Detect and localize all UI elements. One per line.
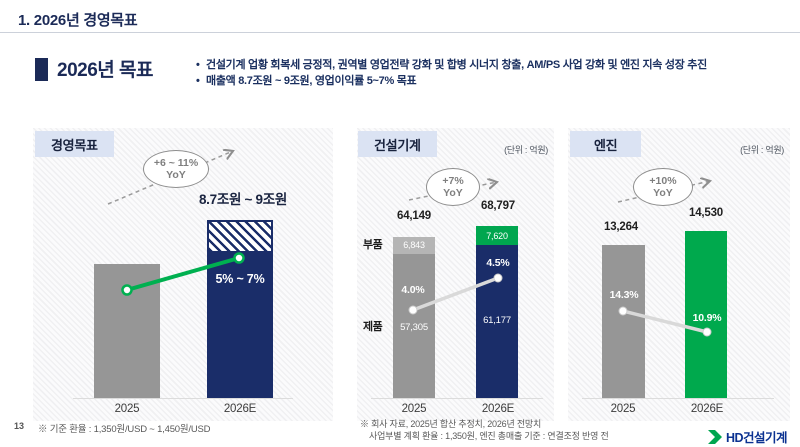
yoy-value: +6 ~ 11% <box>153 157 199 169</box>
x-label-2025: 2025 <box>401 403 427 415</box>
products-2026-value: 61,177 <box>483 315 511 326</box>
page-title: 1. 2026년 경영목표 <box>18 12 138 29</box>
company-logo: HD건설기계 <box>708 427 788 446</box>
products-row-label: 제품 <box>363 321 383 333</box>
x-axis <box>371 398 543 399</box>
panel-ce-chip: 건설기계 <box>358 131 437 157</box>
panel-goal-chip: 경영목표 <box>35 131 114 157</box>
logo-text: HD건설기계 <box>726 431 788 445</box>
bar-2026-products <box>476 245 518 398</box>
bar-2025-engine <box>602 245 645 398</box>
panel-engine-chip: 엔진 <box>570 131 642 157</box>
unit-label: (단위 : 억원) <box>740 145 784 155</box>
unit-label: (단위 : 억원) <box>504 145 548 155</box>
key-point: 건설기계 업황 회복세 긍정적, 권역별 영업전략 강화 및 합병 시너지 창출… <box>196 57 707 73</box>
revenue-target-label: 8.7조원 ~ 9조원 <box>198 192 288 207</box>
bar-2026-revenue-upper-range <box>207 220 273 253</box>
margin-2026-label: 4.5% <box>486 257 510 269</box>
panel-business-goal: 경영목표 +6 ~ 11% YoY 8.7조원 ~ 9조원 5% ~ 7% 20… <box>33 128 333 421</box>
total-2026-label: 68,797 <box>481 200 515 212</box>
parts-2026-value: 7,620 <box>486 231 508 241</box>
total-2025-label: 13,264 <box>604 221 638 233</box>
logo-chevron-icon <box>708 429 722 444</box>
yoy-caption: YoY <box>166 169 186 181</box>
x-axis <box>73 398 293 399</box>
bar-2026-parts <box>476 226 518 245</box>
parts-row-label: 부품 <box>363 239 383 251</box>
parts-2025-value: 6,843 <box>403 240 425 250</box>
products-2025-value: 57,305 <box>400 322 428 333</box>
yoy-badge: +7% YoY <box>426 168 480 206</box>
panel-construction-equipment: 건설기계 (단위 : 억원) +7% YoY 64,149 68,797 부품 … <box>357 128 554 421</box>
yoy-badge: +10% YoY <box>633 168 693 206</box>
yoy-badge: +6 ~ 11% YoY <box>143 150 209 188</box>
section-heading: 2026년 목표 <box>57 60 154 81</box>
title-divider <box>0 32 800 33</box>
margin-2025-label: 14.3% <box>609 289 639 301</box>
panel-engine: 엔진 (단위 : 억원) +10% YoY 13,264 14,530 14.3… <box>568 128 790 421</box>
x-label-2026e: 2026E <box>690 403 724 415</box>
x-axis <box>582 398 774 399</box>
x-label-2025: 2025 <box>114 403 140 415</box>
yoy-caption: YoY <box>653 187 673 199</box>
x-label-2025: 2025 <box>610 403 636 415</box>
margin-2025-label: 4.0% <box>401 284 425 296</box>
x-label-2026e: 2026E <box>223 403 257 415</box>
margin-2026-label: 10.9% <box>692 312 722 324</box>
total-2025-label: 64,149 <box>397 210 431 222</box>
footnote-source-line1: ※ 회사 자료, 2025년 합산 추정치, 2026년 전망치 <box>360 419 542 429</box>
key-points-list: 건설기계 업황 회복세 긍정적, 권역별 영업전략 강화 및 합병 시너지 창출… <box>196 57 707 89</box>
key-point: 매출액 8.7조원 ~ 9조원, 영업이익률 5~7% 목표 <box>196 73 707 89</box>
bar-2025-revenue <box>94 264 160 398</box>
section-marker <box>35 58 48 81</box>
yoy-value: +10% <box>649 175 677 187</box>
x-label-2026e: 2026E <box>481 403 515 415</box>
yoy-value: +7% <box>442 175 464 187</box>
yoy-caption: YoY <box>443 187 463 199</box>
page-number: 13 <box>14 421 25 431</box>
footnote-exchange-rate: ※ 기준 환율 : 1,350원/USD ~ 1,450원/USD <box>38 424 211 435</box>
margin-range-label: 5% ~ 7% <box>215 272 265 286</box>
footnote-source-line2: 사업부별 계획 환율 : 1,350원, 엔진 총매출 기준 : 연결조정 반영… <box>369 431 609 441</box>
bar-2025-parts <box>393 237 435 254</box>
footnote-source: ※ 회사 자료, 2025년 합산 추정치, 2026년 전망치 사업부별 계획… <box>360 418 609 442</box>
total-2026-label: 14,530 <box>689 207 723 219</box>
